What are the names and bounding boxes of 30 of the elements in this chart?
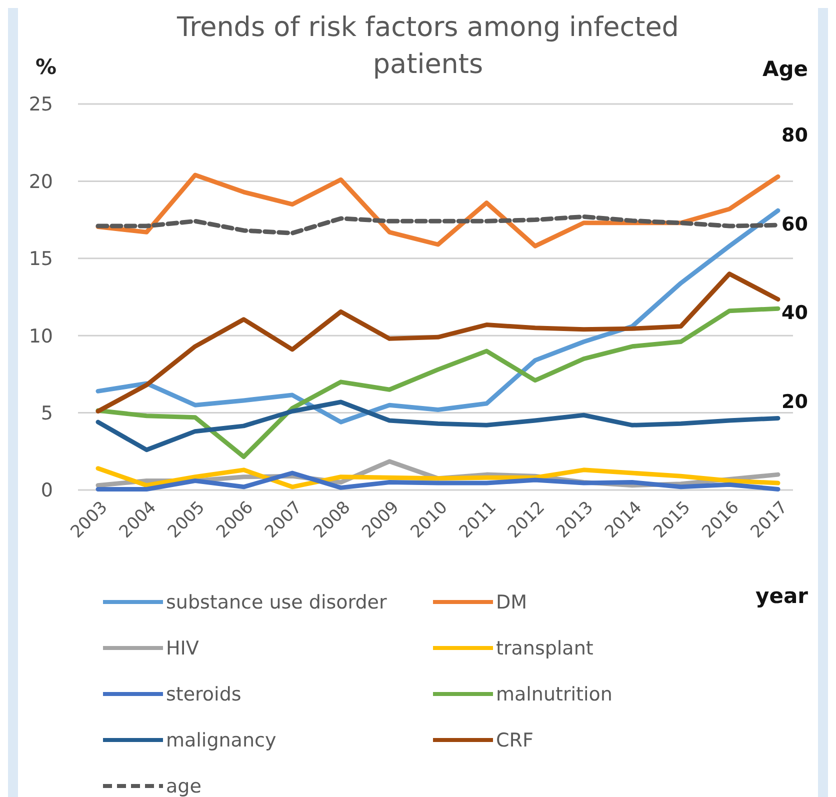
line-series [96,214,780,236]
legend-label: malignancy [166,730,276,752]
legend-label: malnutrition [496,684,612,706]
line-series [96,306,780,460]
legend-label: HIV [166,638,199,660]
y2-tick-label: 40 [782,302,808,324]
legend-label: steroids [166,684,242,706]
y2-tick-label: 80 [782,124,808,147]
line-series [96,272,780,414]
y-axis-title: % [35,55,57,79]
legend-label: transplant [496,638,594,660]
y-tick-label: 5 [40,402,53,424]
y2-axis-title: Age [762,57,808,81]
legend-label: substance use disorder [166,592,387,614]
line-series [96,470,780,492]
chart-title: Trends of risk factors among infected patients [176,12,679,80]
y-tick-label: 15 [28,248,53,270]
y2-tick-label: 60 [782,213,808,236]
y-tick-label: 0 [40,480,53,502]
line-series [96,466,780,490]
y-tick-label: 25 [28,94,53,116]
y-tick-label: 20 [28,170,53,193]
legend-label: DM [496,592,528,614]
x-axis-title: year [756,584,809,608]
y2-tick-label: 20 [782,390,808,413]
line-series [96,208,780,424]
y-tick-label: 10 [28,325,53,348]
line-series [96,400,780,452]
legend-label: CRF [496,730,534,752]
legend-label: age [166,776,202,797]
